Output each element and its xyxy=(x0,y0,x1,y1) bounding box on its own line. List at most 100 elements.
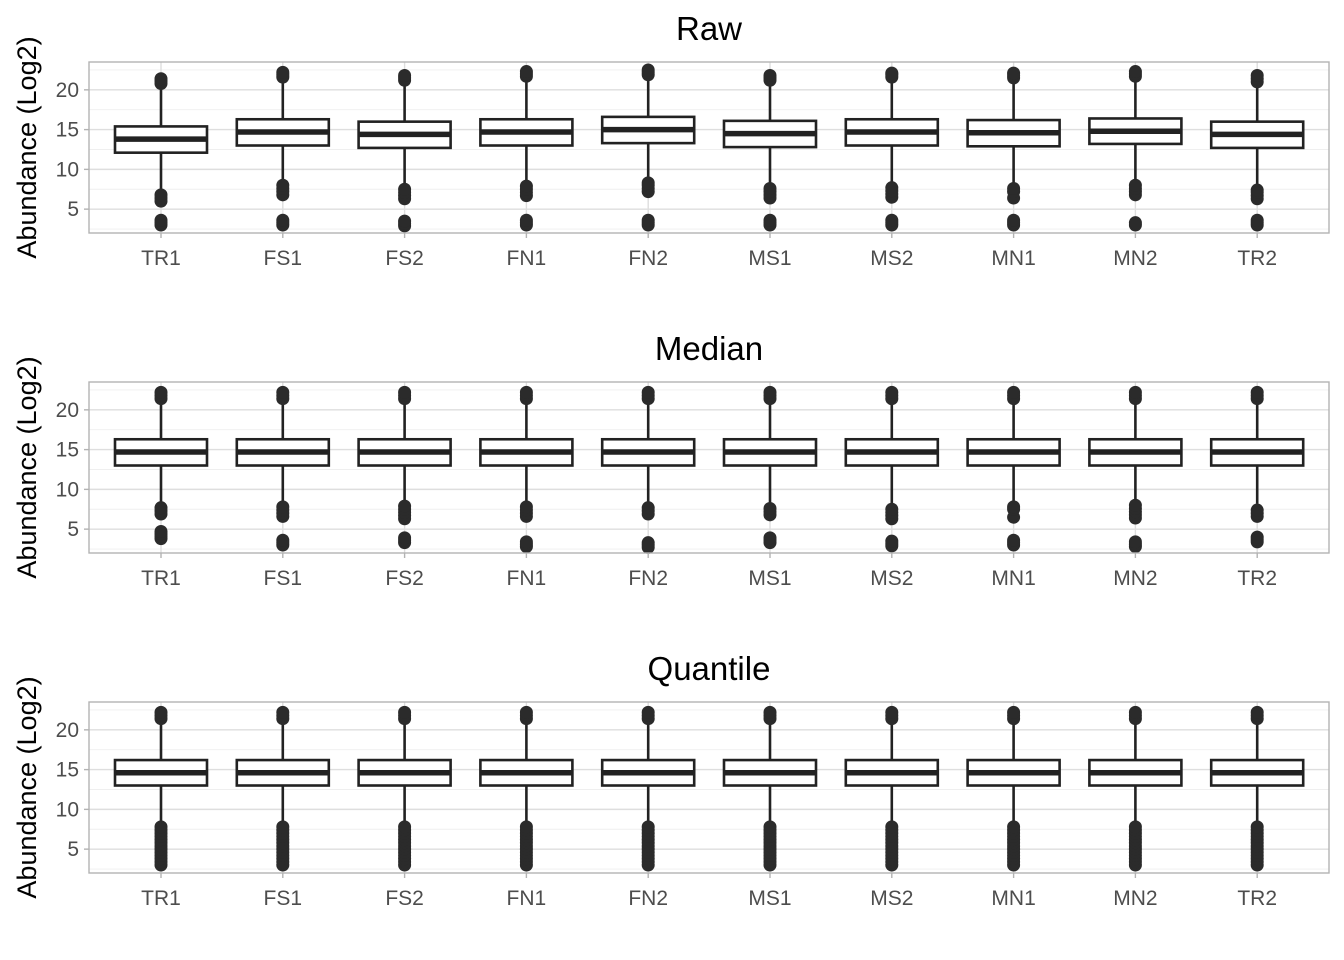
panel-1: Median 5 10 15 20 Abundance (Log2) TR1 FS1 FS2 FN… xyxy=(12,330,1330,590)
y-tick-label: 20 xyxy=(56,79,79,102)
box-FS1 xyxy=(235,65,331,232)
box-FS2 xyxy=(357,705,452,872)
outlier-point xyxy=(519,820,533,834)
x-tick-label: MN1 xyxy=(991,247,1035,270)
box-TR2 xyxy=(1209,385,1305,549)
outlier-point xyxy=(1007,385,1021,399)
x-tick-label: FN1 xyxy=(507,247,547,270)
x-tick-label: FS1 xyxy=(264,567,303,590)
box-MN2 xyxy=(1088,65,1183,232)
outlier-point xyxy=(885,213,899,227)
box-MS2 xyxy=(844,66,940,232)
outlier-point xyxy=(1007,181,1021,195)
y-tick-label: 10 xyxy=(56,478,79,501)
box-MS1 xyxy=(722,69,818,232)
box-MS1 xyxy=(722,385,818,550)
outlier-point xyxy=(1128,65,1142,79)
outlier-point xyxy=(398,531,412,545)
box-FS2 xyxy=(357,385,452,550)
outlier-point xyxy=(398,499,412,513)
outlier-point xyxy=(154,188,168,202)
x-tick-label: FS2 xyxy=(385,567,424,590)
outlier-point xyxy=(1007,500,1021,514)
outlier-point xyxy=(885,502,899,516)
outlier-point xyxy=(154,385,168,399)
outlier-point xyxy=(1250,530,1264,544)
box-FN2 xyxy=(600,705,696,872)
outlier-point xyxy=(276,705,290,719)
outlier-point xyxy=(519,385,533,399)
outlier-point xyxy=(1250,385,1264,399)
x-tick-label: FS2 xyxy=(385,247,424,270)
outlier-point xyxy=(398,705,412,719)
outlier-point xyxy=(1128,178,1142,192)
y-axis-label: Abundance (Log2) xyxy=(12,356,42,578)
outlier-point xyxy=(763,531,777,545)
panel-border xyxy=(88,61,1330,234)
outlier-point xyxy=(1250,183,1264,197)
outlier-point xyxy=(154,820,168,834)
box-FS1 xyxy=(235,385,331,552)
box-FN2 xyxy=(600,63,696,232)
x-tick-label: MN2 xyxy=(1113,887,1157,910)
outlier-point xyxy=(1250,820,1264,834)
outlier-point xyxy=(154,72,168,86)
outlier-point xyxy=(1250,213,1264,227)
outlier-point xyxy=(276,65,290,79)
outlier-point xyxy=(276,820,290,834)
outlier-point xyxy=(641,63,655,77)
outlier-point xyxy=(276,213,290,227)
outlier-point xyxy=(641,536,655,550)
y-tick-label: 20 xyxy=(56,719,79,742)
x-tick-label: TR2 xyxy=(1237,247,1277,270)
outlier-point xyxy=(519,705,533,719)
box-FN2 xyxy=(600,385,696,554)
outlier-point xyxy=(763,181,777,195)
panel-title: Median xyxy=(655,330,763,367)
outlier-point xyxy=(398,69,412,83)
outlier-point xyxy=(763,385,777,399)
x-tick-label: TR1 xyxy=(141,567,181,590)
outlier-point xyxy=(154,501,168,515)
outlier-point xyxy=(398,820,412,834)
box-FN1 xyxy=(479,705,574,872)
outlier-point xyxy=(885,385,899,399)
x-tick-label: MN2 xyxy=(1113,247,1157,270)
panel-border xyxy=(88,701,1330,874)
x-tick-label: FN2 xyxy=(628,887,668,910)
box-MN1 xyxy=(966,385,1061,552)
x-tick-label: MS1 xyxy=(748,247,791,270)
x-tick-label: TR2 xyxy=(1237,887,1277,910)
x-tick-label: MS2 xyxy=(870,567,913,590)
outlier-point xyxy=(1007,213,1021,227)
outlier-point xyxy=(1007,820,1021,834)
box-MN2 xyxy=(1088,705,1183,872)
outlier-point xyxy=(519,179,533,193)
outlier-point xyxy=(519,500,533,514)
x-tick-label: FN1 xyxy=(507,887,547,910)
box-MN1 xyxy=(966,66,1061,232)
outlier-point xyxy=(276,178,290,192)
box-TR1 xyxy=(113,72,209,232)
outlier-point xyxy=(1250,705,1264,719)
outlier-point xyxy=(885,534,899,548)
box-TR1 xyxy=(113,385,209,546)
box-TR2 xyxy=(1209,705,1305,872)
outlier-point xyxy=(763,213,777,227)
outlier-point xyxy=(1250,69,1264,83)
outlier-point xyxy=(763,501,777,515)
box-MS2 xyxy=(844,385,940,553)
outlier-point xyxy=(1007,533,1021,547)
box-TR1 xyxy=(113,705,209,872)
y-tick-label: 20 xyxy=(56,399,79,422)
box-FS2 xyxy=(357,69,452,233)
panel-2: Quantile 5 10 15 20 Abundance (Log2) TR1 FS1 FS2… xyxy=(12,650,1330,910)
outlier-point xyxy=(763,705,777,719)
x-tick-label: MS1 xyxy=(748,887,791,910)
box-MN1 xyxy=(966,705,1061,872)
y-axis-label: Abundance (Log2) xyxy=(12,36,42,258)
box-MS1 xyxy=(722,705,818,872)
y-tick-label: 5 xyxy=(67,518,79,541)
panel-0: Raw 5 10 15 20 Abundance (Log2) TR1 FS1 FS2 FN1 FN… xyxy=(12,10,1330,270)
